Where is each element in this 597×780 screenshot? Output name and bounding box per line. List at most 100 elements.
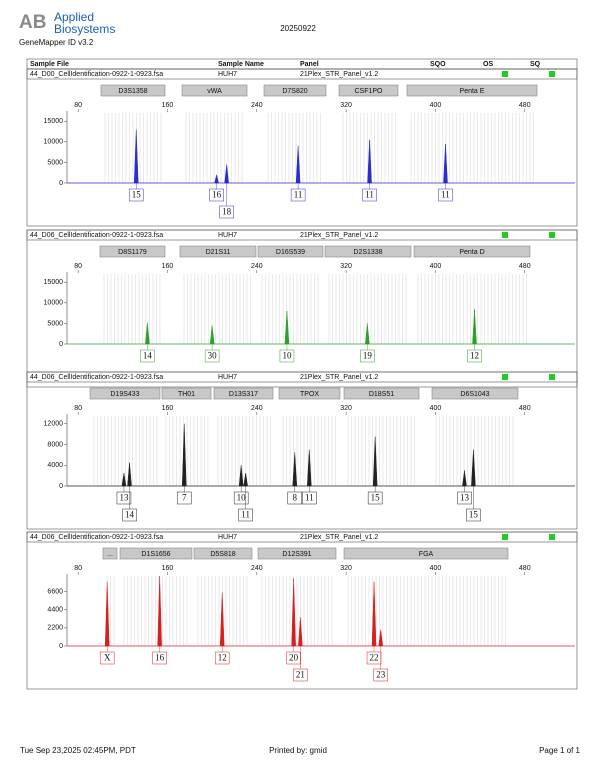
marker-name: D8S1179 (118, 249, 147, 256)
sample-file: 44_D06_CellIdentification-0922-1-0923.fs… (30, 232, 163, 239)
footer-page: Page 1 of 1 (539, 746, 580, 755)
y-tick-label: 8000 (47, 441, 63, 448)
marker-box (193, 547, 253, 560)
marker-name: TH01 (178, 391, 195, 398)
allele-label: 15 (469, 510, 479, 520)
allele-label: 15 (371, 493, 381, 503)
marker-name: D6S1043 (460, 391, 489, 398)
marker-box (343, 387, 420, 400)
x-tick-label: 480 (519, 102, 531, 109)
x-tick-label: 160 (162, 405, 174, 412)
marker-box (100, 84, 166, 97)
y-tick-label: 5000 (47, 159, 63, 166)
panel-name: 21Plex_STR_Panel_v1.2 (300, 534, 378, 541)
panel-name: 21Plex_STR_Panel_v1.2 (300, 71, 378, 78)
x-tick-label: 320 (340, 102, 352, 109)
sq-flag (549, 534, 555, 540)
footer-date: Tue Sep 23,2025 02:45PM, PDT (20, 746, 136, 755)
marker-box (213, 387, 274, 400)
y-tick-label: 15000 (44, 279, 64, 286)
allele-box (122, 508, 137, 522)
allele-label: 7 (182, 493, 187, 503)
allele-label: 13 (119, 493, 129, 503)
allele-box (457, 491, 472, 505)
allele-box (214, 651, 230, 665)
marker-box (161, 387, 212, 400)
y-tick-label: 0 (59, 643, 63, 650)
x-tick-label: 480 (519, 405, 531, 412)
allele-box (209, 188, 224, 202)
footer-user: Printed by: gmid (269, 746, 327, 755)
column-header: Sample Name (218, 61, 264, 68)
y-tick-label: 0 (59, 483, 63, 490)
allele-box (204, 349, 220, 363)
allele-box (360, 349, 375, 363)
allele-box (366, 651, 382, 665)
allele-label: 18 (222, 207, 232, 217)
marker-box (406, 84, 538, 97)
marker-box (257, 547, 337, 560)
allele-box (279, 349, 295, 363)
marker-name: D1S1656 (141, 551, 170, 558)
x-tick-label: 80 (74, 102, 82, 109)
allele-box (467, 349, 482, 363)
allele-box (238, 508, 253, 522)
allele-box (362, 188, 377, 202)
y-tick-label: 15000 (44, 118, 64, 125)
allele-label: X (104, 653, 111, 663)
y-tick-label: 5000 (47, 320, 63, 327)
y-tick-label: 0 (59, 341, 63, 348)
y-tick-label: 0 (59, 180, 63, 187)
allele-box (176, 491, 192, 505)
x-tick-label: 320 (340, 263, 352, 270)
allele-label: 13 (460, 493, 470, 503)
allele-label: 12 (218, 653, 227, 663)
marker-box (102, 547, 118, 560)
marker-box (257, 245, 324, 258)
marker-box (324, 245, 412, 258)
allele-label: 15 (132, 190, 142, 200)
marker-name: D13S317 (229, 391, 258, 398)
allele-box (287, 491, 303, 505)
y-tick-label: 10000 (44, 300, 64, 307)
allele-box (140, 349, 155, 363)
x-tick-label: 240 (251, 102, 263, 109)
panel-header (26, 371, 578, 383)
marker-box (119, 547, 193, 560)
x-tick-label: 400 (430, 263, 442, 270)
marker-name: D21S11 (206, 249, 231, 256)
marker-name: FGA (419, 551, 434, 558)
sq-flag (549, 71, 555, 77)
allele-label: 10 (237, 493, 247, 503)
allele-box (290, 188, 306, 202)
sample-name: HUH7 (218, 71, 237, 78)
allele-box (152, 651, 167, 665)
x-tick-label: 80 (74, 263, 82, 270)
allele-label: 16 (155, 653, 165, 663)
x-tick-label: 80 (74, 405, 82, 412)
allele-box (302, 491, 317, 505)
column-header: Panel (300, 61, 319, 68)
allele-box (116, 491, 132, 505)
y-tick-label: 12000 (44, 421, 64, 428)
allele-label: 8 (293, 493, 298, 503)
sq-flag (549, 232, 555, 238)
os-flag (502, 534, 508, 540)
y-tick-label: 6600 (47, 588, 63, 595)
marker-name: Penta E (460, 88, 485, 95)
panel-name: 21Plex_STR_Panel_v1.2 (300, 232, 378, 239)
software: GeneMapper ID v3.2 (19, 38, 94, 47)
allele-label: 30 (208, 351, 218, 361)
y-tick-label: 4000 (47, 462, 63, 469)
marker-name: D7S820 (282, 88, 307, 95)
report-date: 20250922 (280, 24, 316, 33)
allele-label: 21 (296, 670, 305, 680)
column-header: Sample File (30, 61, 69, 68)
x-tick-label: 240 (251, 405, 263, 412)
y-tick-label: 2200 (47, 625, 63, 632)
y-tick-label: 10000 (44, 139, 64, 146)
x-tick-label: 400 (430, 102, 442, 109)
os-flag (502, 232, 508, 238)
marker-name: D3S1358 (118, 88, 147, 95)
marker-name: D19S433 (110, 391, 139, 398)
